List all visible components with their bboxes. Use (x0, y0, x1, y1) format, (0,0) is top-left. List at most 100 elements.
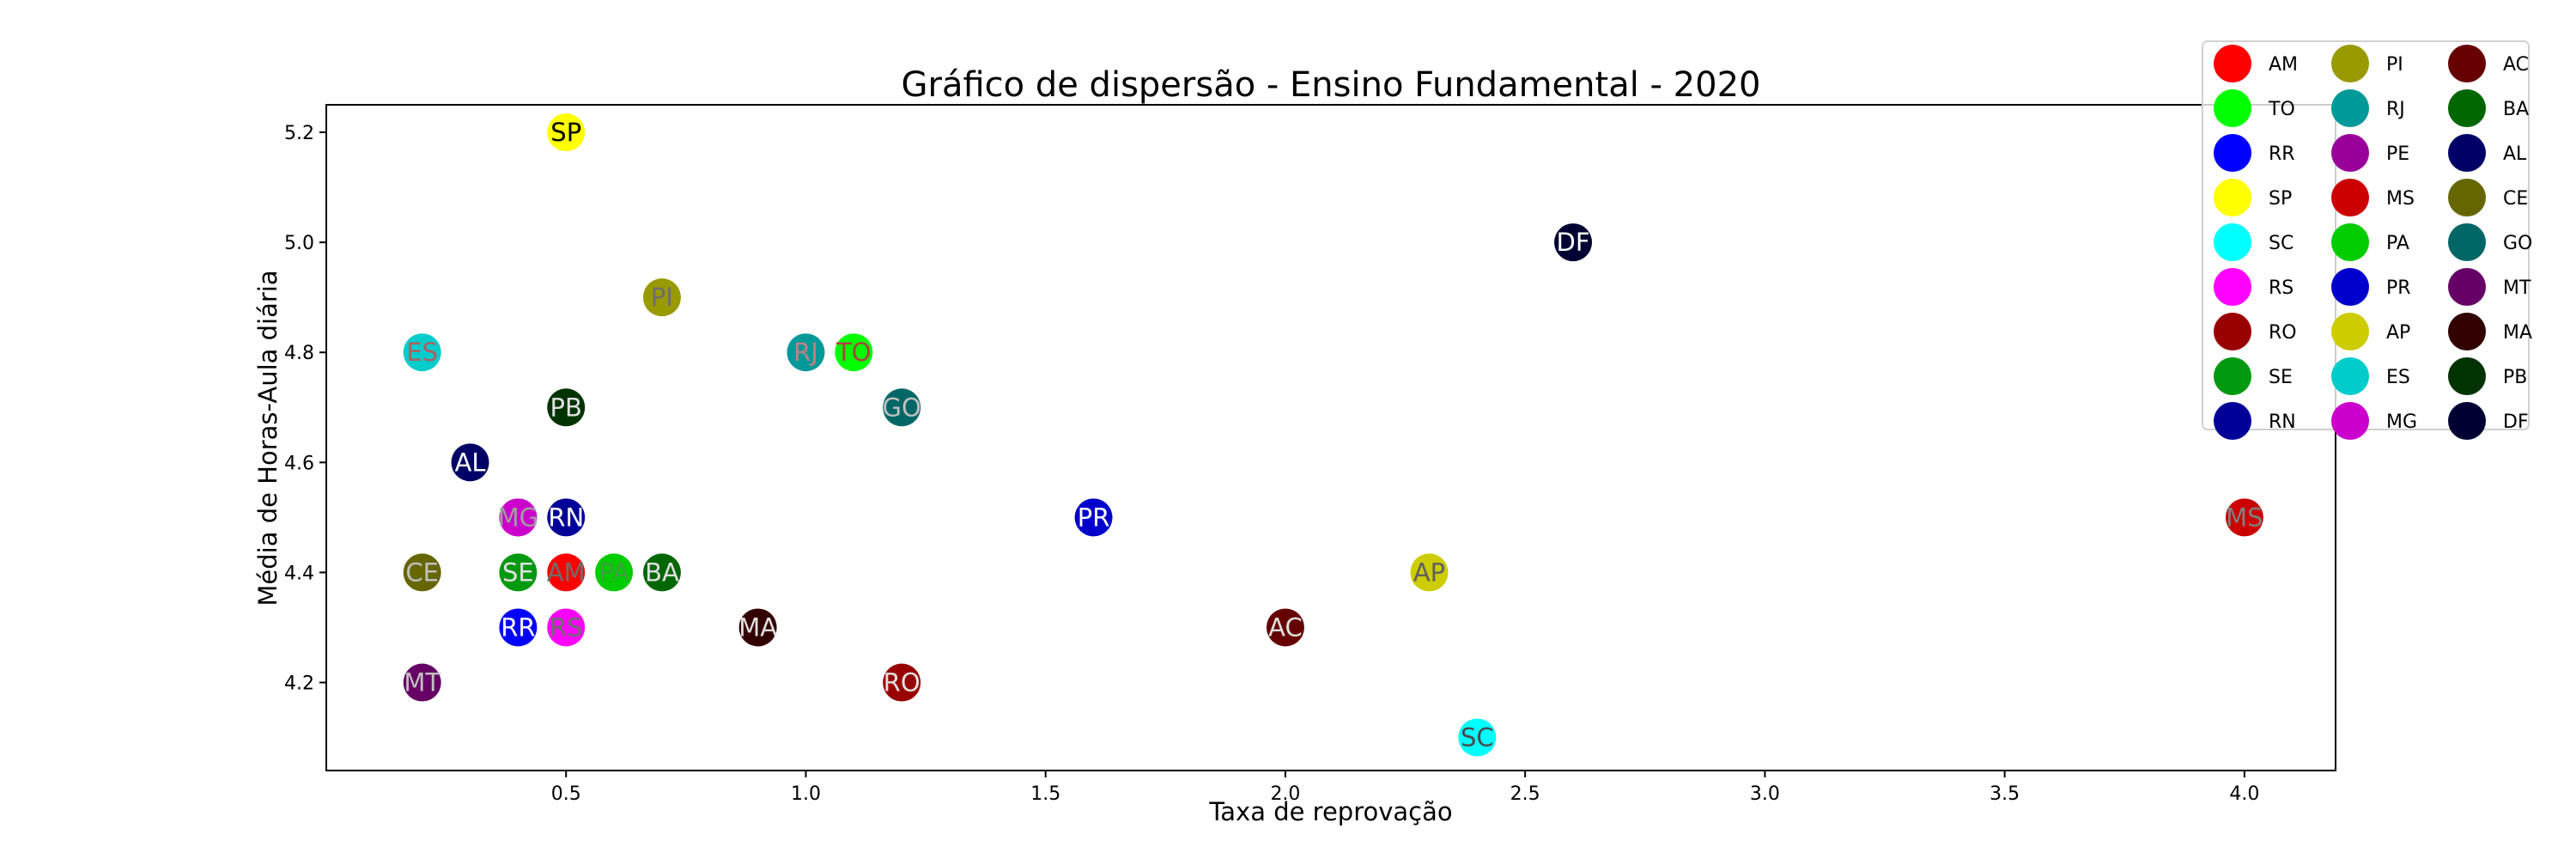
legend-item-sp: SP (2214, 179, 2292, 216)
legend-item-ba: BA (2448, 89, 2529, 127)
legend-item-es: ES (2331, 357, 2410, 395)
point-marker (499, 608, 538, 647)
point-label: TO (835, 338, 872, 367)
point-label: DF (1557, 228, 1590, 257)
data-point-pi: PI (642, 278, 681, 317)
legend-label: PB (2503, 367, 2527, 388)
legend-swatch (2214, 268, 2251, 306)
point-label: AM (547, 557, 586, 587)
legend-swatch (2448, 89, 2486, 127)
legend-label: SC (2269, 233, 2293, 254)
y-tick-label: 4.2 (284, 673, 314, 695)
legend-label: AP (2386, 322, 2410, 344)
point-label: CE (405, 557, 439, 587)
x-tick-label: 2.5 (1510, 783, 1540, 805)
data-point-ac: AC (1266, 608, 1304, 647)
legend-swatch (2331, 357, 2369, 395)
data-point-rn: RN (547, 498, 586, 537)
data-point-go: GO (883, 388, 921, 427)
point-marker (403, 663, 441, 702)
chart-title: Gráfico de dispersão - Ensino Fundamenta… (902, 65, 1761, 105)
legend-swatch (2448, 223, 2486, 261)
point-label: RJ (793, 338, 818, 367)
point-marker (642, 553, 681, 592)
data-point-rr: RR (499, 608, 538, 647)
data-point-ma: MA (738, 608, 777, 647)
point-marker (883, 663, 921, 702)
legend-label: RS (2269, 277, 2293, 299)
legend-item-ro: RO (2214, 313, 2297, 350)
legend-label: BA (2503, 99, 2529, 120)
point-label: BA (645, 557, 679, 587)
point-label: RN (548, 503, 584, 532)
legend-item-rj: RJ (2331, 89, 2405, 127)
point-label: AC (1268, 612, 1303, 642)
point-marker (1458, 718, 1497, 757)
legend-swatch (2448, 45, 2486, 82)
legend-label: MG (2386, 411, 2417, 433)
legend-swatch (2214, 45, 2251, 82)
legend-item-am: AM (2214, 45, 2298, 82)
data-point-es: ES (403, 333, 441, 372)
data-point-mt: MT (403, 663, 441, 702)
data-point-ba: BA (642, 553, 681, 592)
legend-swatch (2448, 357, 2486, 395)
data-point-df: DF (1554, 223, 1593, 262)
point-marker (547, 498, 586, 537)
y-tick-label: 4.4 (284, 563, 314, 584)
point-marker (547, 608, 586, 647)
data-point-ms: MS (2225, 498, 2263, 537)
legend-label: AC (2503, 54, 2529, 76)
legend-label: RN (2269, 411, 2296, 433)
point-marker (642, 278, 681, 317)
legend-item-pr: PR (2331, 268, 2411, 306)
point-marker (1410, 553, 1449, 592)
legend-swatch (2331, 179, 2369, 216)
legend-swatch (2448, 402, 2486, 440)
point-label: MA (738, 612, 777, 642)
legend-swatch (2214, 179, 2251, 216)
data-point-sc: SC (1458, 718, 1497, 757)
legend-label: MT (2503, 277, 2531, 299)
legend-swatch (2331, 223, 2369, 261)
legend-swatch (2214, 402, 2251, 440)
legend-item-se: SE (2214, 357, 2293, 395)
point-label: GO (883, 393, 921, 422)
data-point-ce: CE (403, 553, 441, 592)
legend-swatch (2331, 134, 2369, 172)
legend-swatch (2448, 179, 2486, 216)
legend-item-pb: PB (2448, 357, 2527, 395)
legend-item-rn: RN (2214, 402, 2296, 440)
legend-label: MS (2386, 188, 2415, 210)
point-marker (403, 553, 441, 592)
legend-swatch (2448, 134, 2486, 172)
data-point-pr: PR (1074, 498, 1113, 537)
legend-label: RR (2269, 143, 2295, 165)
legend-item-pi: PI (2331, 45, 2403, 82)
legend-label: SE (2269, 367, 2293, 388)
data-point-pa: PA (595, 553, 634, 592)
y-tick-label: 4.8 (284, 343, 314, 364)
legend-item-to: TO (2214, 89, 2295, 127)
legend-item-rs: RS (2214, 268, 2293, 306)
x-axis-label: Taxa de reprovação (1208, 797, 1452, 826)
legend-swatch (2331, 45, 2369, 82)
point-marker (403, 333, 441, 372)
legend-label: RO (2269, 322, 2297, 344)
legend-item-ma: MA (2448, 313, 2532, 350)
point-marker (547, 113, 586, 152)
point-label: MG (498, 503, 539, 532)
legend-item-ms: MS (2331, 179, 2415, 216)
legend-item-al: AL (2448, 134, 2527, 172)
legend-label: SP (2269, 188, 2292, 210)
legend-label: PE (2386, 143, 2409, 165)
plot-area: AMTORRSPSCRSROSERNPIRJPEMSPAPRAPESMGACBA… (403, 113, 2263, 757)
legend-item-ac: AC (2448, 45, 2529, 82)
point-marker (787, 333, 825, 372)
data-point-se: SE (499, 553, 538, 592)
point-label: PR (1078, 503, 1110, 532)
x-tick-label: 3.0 (1750, 783, 1780, 805)
legend-label: DF (2503, 411, 2529, 433)
